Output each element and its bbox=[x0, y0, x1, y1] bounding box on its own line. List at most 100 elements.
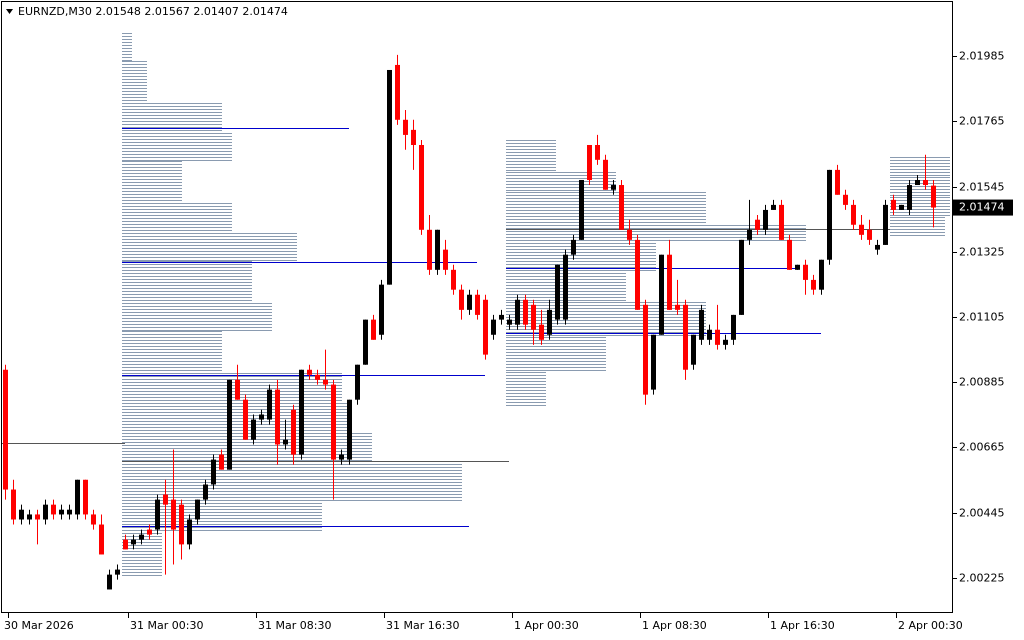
candle-body bbox=[763, 209, 768, 230]
candle-body bbox=[459, 289, 464, 310]
profile-bar bbox=[122, 161, 182, 201]
profile-bar bbox=[506, 337, 606, 371]
candle-body bbox=[219, 454, 224, 470]
volume-profiles bbox=[2, 33, 950, 576]
profile-bar bbox=[506, 225, 806, 241]
candle-body bbox=[683, 304, 688, 370]
candle-body bbox=[635, 239, 640, 310]
candle-body bbox=[283, 439, 288, 445]
candle-body bbox=[467, 294, 472, 310]
candle-body bbox=[227, 379, 232, 470]
candle-body bbox=[611, 185, 616, 190]
candle-body bbox=[11, 489, 16, 520]
candle-body bbox=[307, 369, 312, 375]
candle-body bbox=[507, 319, 512, 325]
candle-body bbox=[627, 229, 632, 240]
candle-body bbox=[779, 204, 784, 240]
candle-body bbox=[643, 304, 648, 395]
price-marker-label: 2.01474 bbox=[959, 201, 1005, 214]
candle-body bbox=[291, 409, 296, 455]
candle-body bbox=[371, 319, 376, 340]
candle-body bbox=[75, 479, 80, 515]
candle-body bbox=[267, 389, 272, 420]
candle-body bbox=[827, 169, 832, 260]
candle-body bbox=[587, 144, 592, 180]
menu-arrow[interactable] bbox=[6, 9, 13, 14]
candle-body bbox=[243, 399, 248, 440]
candle-body bbox=[347, 399, 352, 460]
candle-body bbox=[3, 369, 8, 490]
profile-bar bbox=[506, 302, 706, 336]
candle-body bbox=[595, 144, 600, 160]
candle-body bbox=[907, 185, 912, 210]
profile-bar bbox=[890, 217, 945, 236]
candle-body bbox=[43, 504, 48, 520]
y-tick-label: 2.01105 bbox=[959, 311, 1005, 324]
open: 2.01548 bbox=[95, 5, 141, 18]
candle-body bbox=[395, 64, 400, 120]
candle-body bbox=[59, 509, 64, 515]
y-tick-label: 2.01765 bbox=[959, 115, 1005, 128]
candle-body bbox=[531, 304, 536, 330]
candle-body bbox=[515, 299, 520, 325]
candle-body bbox=[355, 364, 360, 400]
candle-body bbox=[883, 204, 888, 245]
y-tick-label: 2.00225 bbox=[959, 572, 1005, 585]
candle-body bbox=[651, 334, 656, 390]
candle-body bbox=[107, 574, 112, 590]
candle-body bbox=[123, 539, 128, 550]
candle-body bbox=[747, 229, 752, 240]
candle-body bbox=[707, 329, 712, 340]
profile-bar bbox=[122, 331, 222, 371]
candle-body bbox=[571, 239, 576, 255]
candle-body bbox=[475, 294, 480, 315]
candle-body bbox=[403, 119, 408, 135]
candle-body bbox=[427, 229, 432, 270]
x-tick-label: 30 Mar 2026 bbox=[4, 619, 74, 632]
candle-body bbox=[675, 304, 680, 310]
candle-body bbox=[547, 309, 552, 335]
y-tick-label: 2.01985 bbox=[959, 50, 1005, 63]
candle-body bbox=[931, 185, 936, 208]
candle-body bbox=[843, 194, 848, 205]
candle-body bbox=[67, 509, 72, 515]
candle-body bbox=[451, 269, 456, 290]
plot-frame bbox=[1, 1, 953, 613]
candles bbox=[3, 54, 936, 590]
header: EURNZD,M30 2.01548 2.01567 2.01407 2.014… bbox=[18, 5, 288, 18]
x-tick-label: 2 Apr 00:30 bbox=[898, 619, 963, 632]
candle-body bbox=[771, 204, 776, 210]
candle-body bbox=[523, 299, 528, 325]
candle-body bbox=[619, 185, 624, 230]
candle-body bbox=[411, 129, 416, 145]
candle-body bbox=[787, 239, 792, 270]
candle-body bbox=[139, 534, 144, 540]
high: 2.01567 bbox=[144, 5, 190, 18]
candle-body bbox=[731, 314, 736, 340]
candle-body bbox=[331, 384, 336, 460]
profile-bar bbox=[506, 172, 616, 191]
candle-body bbox=[891, 199, 896, 210]
x-tick-label: 31 Mar 00:30 bbox=[130, 619, 203, 632]
x-tick-label: 31 Mar 16:30 bbox=[386, 619, 459, 632]
candle-body bbox=[859, 224, 864, 235]
candle-body bbox=[171, 499, 176, 530]
candle-body bbox=[387, 69, 392, 285]
candle-body bbox=[91, 514, 96, 525]
candle-body bbox=[659, 254, 664, 335]
y-tick-label: 2.01545 bbox=[959, 181, 1005, 194]
candle-body bbox=[923, 179, 928, 186]
candle-body bbox=[795, 264, 800, 270]
x-tick-label: 1 Apr 08:30 bbox=[642, 619, 707, 632]
candle-body bbox=[203, 484, 208, 500]
candle-body bbox=[51, 504, 56, 515]
candle-body bbox=[379, 284, 384, 335]
candle-body bbox=[491, 319, 496, 335]
candle-body bbox=[163, 494, 168, 505]
y-tick-label: 2.01325 bbox=[959, 246, 1005, 259]
x-tick-label: 1 Apr 16:30 bbox=[770, 619, 835, 632]
profile-bar bbox=[122, 103, 222, 131]
candle-body bbox=[723, 339, 728, 345]
